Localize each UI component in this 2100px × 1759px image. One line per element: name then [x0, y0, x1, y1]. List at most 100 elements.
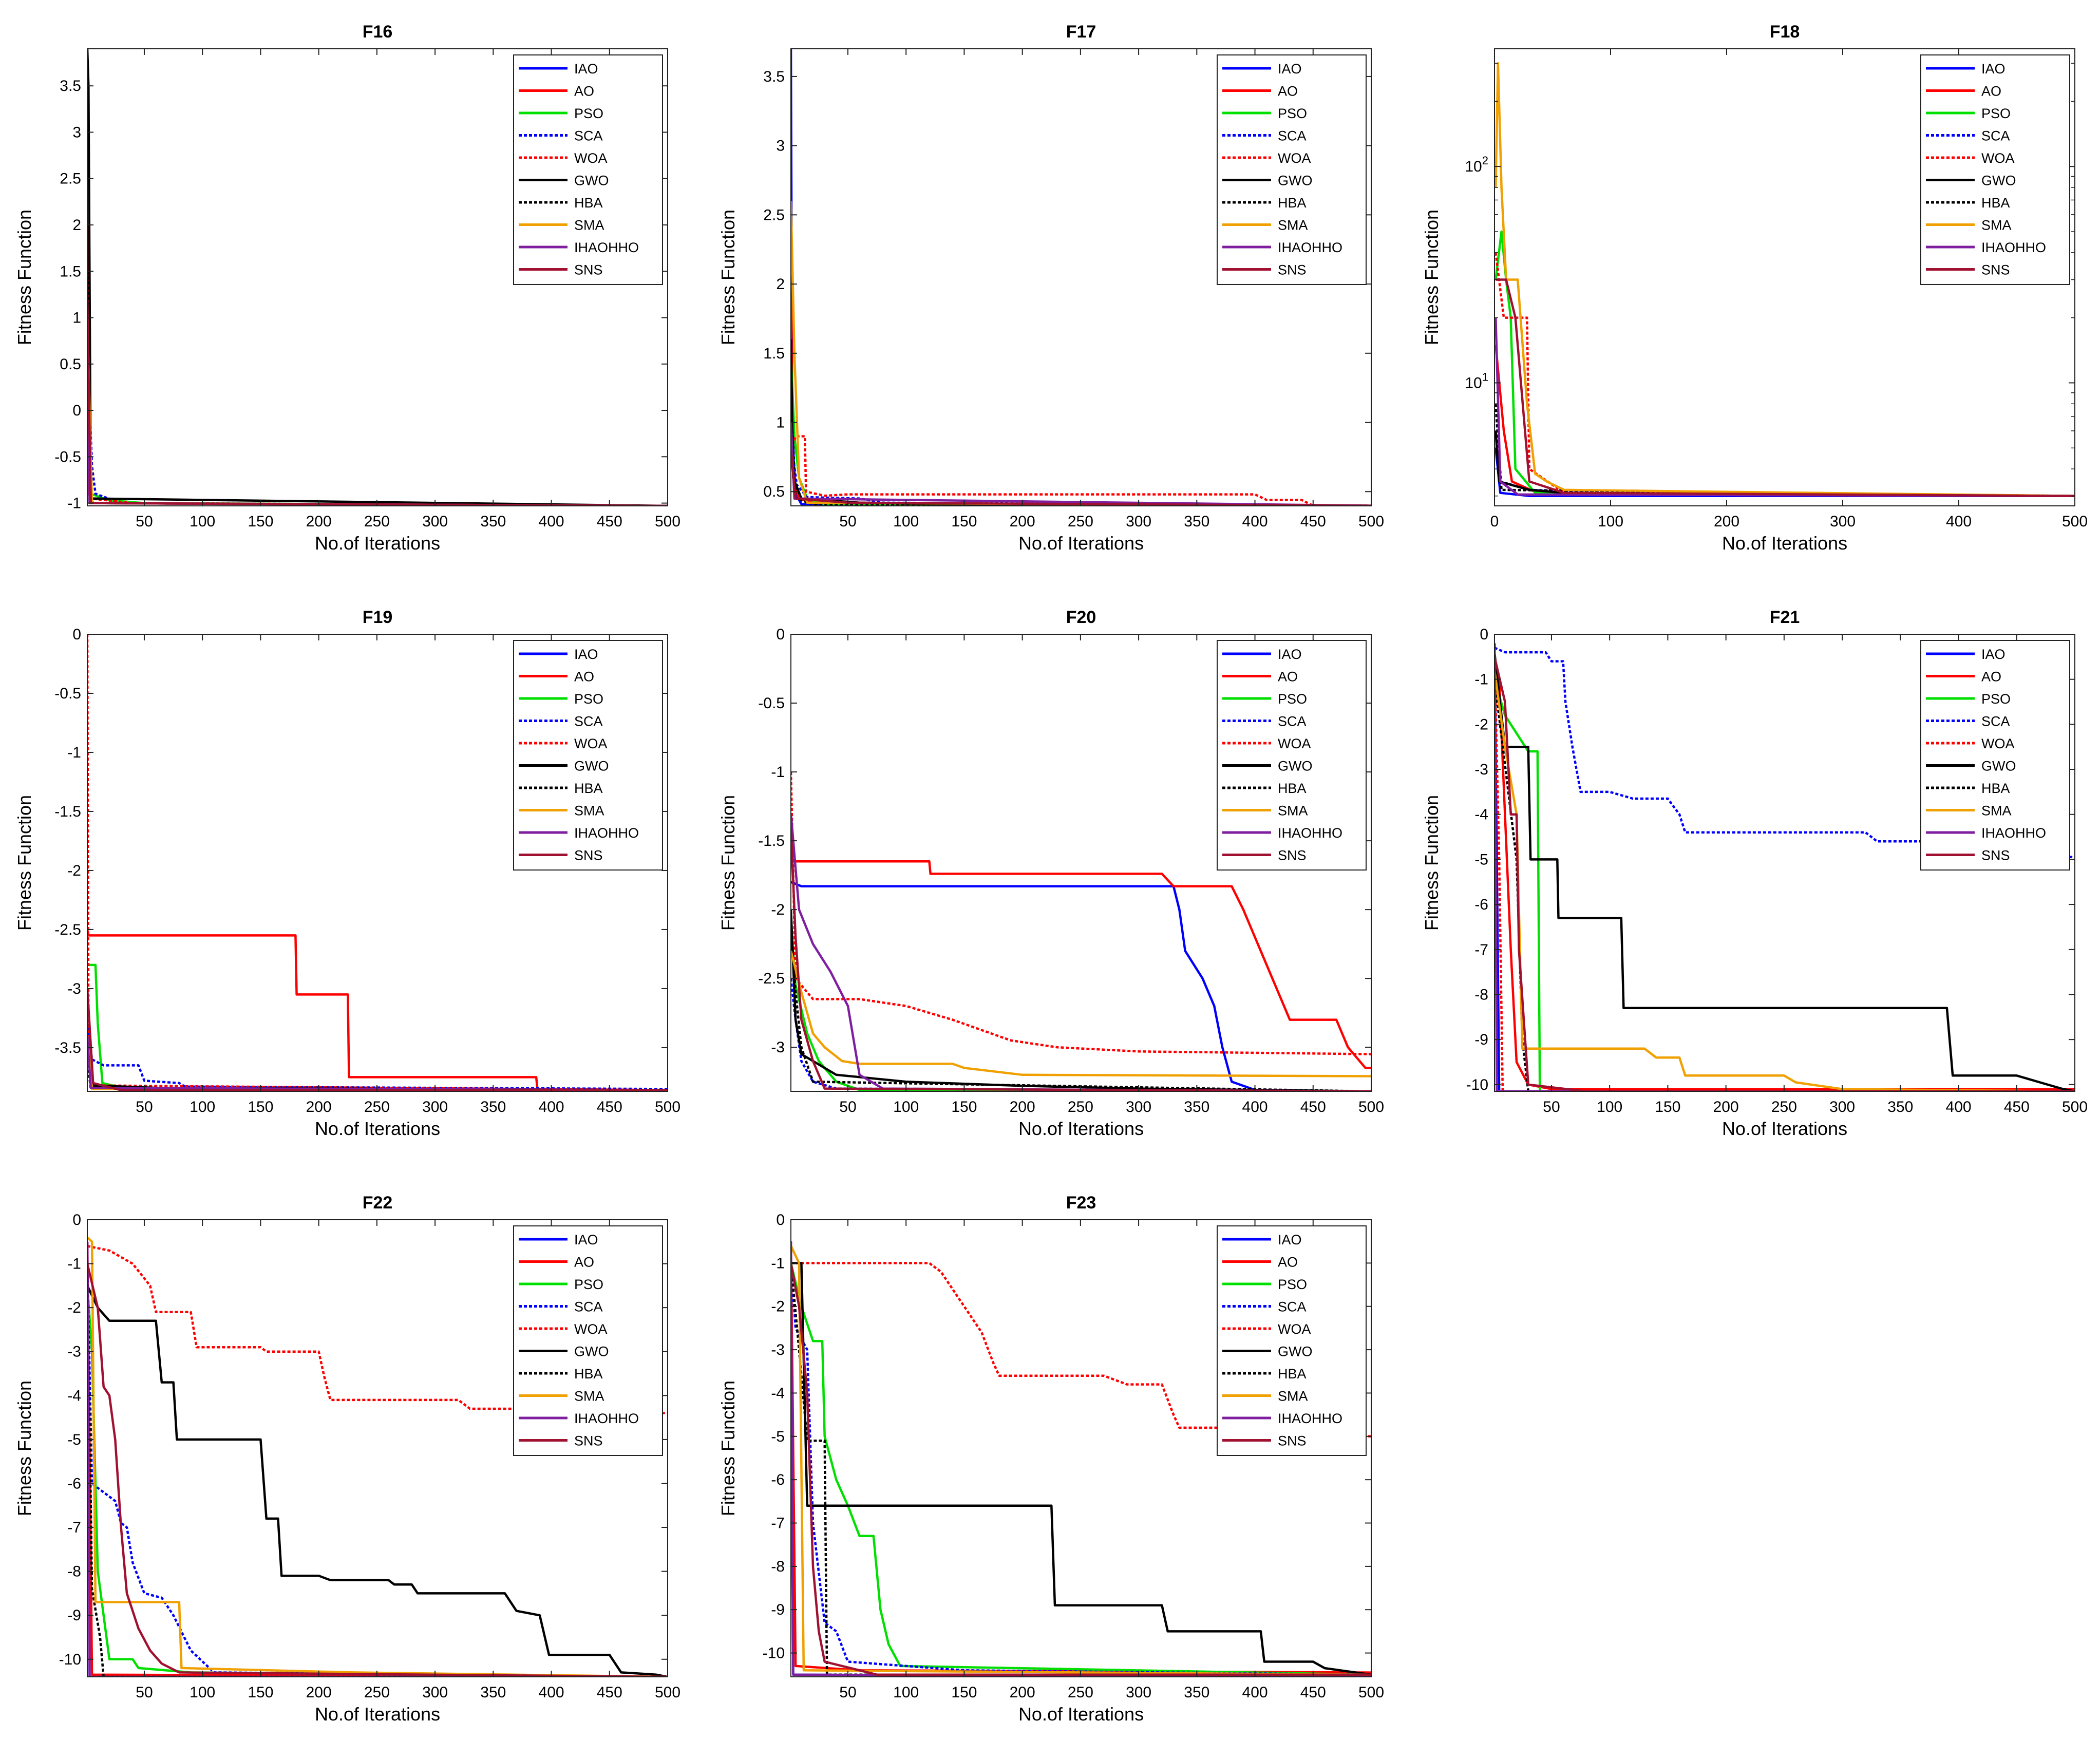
legend-label-gwo: GWO	[574, 173, 609, 188]
chart-title: F16	[363, 22, 393, 42]
x-tick-label: 300	[1829, 1099, 1855, 1115]
panel-f19: F19 50 100 150 200 250 300 350 400 450 500 -3.5 -3 -2…	[10, 593, 709, 1174]
chart-title: F20	[1066, 608, 1096, 627]
series-line-ihaohho	[87, 336, 668, 506]
legend-label-pso: PSO	[1981, 106, 2011, 121]
legend-label-pso: PSO	[1278, 691, 1307, 707]
chart-title: F19	[363, 608, 393, 627]
legend: IAO AO PSO SCA WOA GWO HBA SMA IHAOHHO SNS	[1217, 54, 1367, 285]
x-tick-label: 100	[893, 1099, 919, 1115]
legend-label-ihaohho: IHAOHHO	[1981, 240, 2046, 255]
x-axis-label: No.of Iterations	[1018, 533, 1144, 554]
y-tick-label: 101	[1465, 370, 1488, 391]
chart-f16: F16 50 100 150 200 250 300 350 400 450 500 -1 -0.5 0 0…	[14, 22, 680, 554]
series-line-hba	[87, 1059, 668, 1091]
series-line-sma	[1494, 62, 2075, 497]
x-tick-label: 350	[480, 1099, 506, 1115]
plot-frame	[87, 48, 668, 506]
legend: IAO AO PSO SCA WOA GWO HBA SMA IHAOHHO SNS	[1217, 640, 1367, 871]
x-tick-label: 450	[597, 1099, 622, 1115]
y-tick-label: -1	[771, 1255, 785, 1272]
legend-label-sca: SCA	[574, 128, 603, 144]
legend-label-ihaohho: IHAOHHO	[574, 240, 639, 255]
legend-label-ao: AO	[1278, 84, 1298, 99]
panel-f22: F22 50 100 150 200 250 300 350 400 450 500 -10 -9 -8-…	[10, 1179, 709, 1759]
legend-label-sma: SMA	[1278, 1389, 1308, 1404]
y-tick-label: -2	[67, 1299, 81, 1316]
x-tick-label: 450	[1300, 1684, 1326, 1701]
legend: IAO AO PSO SCA WOA GWO HBA SMA IHAOHHO SNS	[1217, 1225, 1367, 1456]
x-tick-label: 250	[364, 1099, 390, 1115]
legend-label-pso: PSO	[1278, 106, 1307, 121]
series-line-pso	[87, 963, 668, 1091]
legend-label-ao: AO	[574, 1255, 594, 1270]
series-line-hba	[791, 923, 1371, 1091]
x-tick-label: 100	[190, 1099, 215, 1115]
y-tick-label: -0.5	[758, 695, 785, 712]
y-tick-label: -1	[67, 744, 81, 761]
legend-label-pso: PSO	[1981, 691, 2011, 707]
y-tick-label: -7	[1474, 941, 1488, 958]
series-line-sns	[791, 827, 1371, 1091]
x-tick-label: 250	[1068, 513, 1093, 530]
legend-label-sns: SNS	[1981, 848, 2010, 863]
series-line-pso	[87, 364, 668, 506]
y-axis-label: Fitness Function	[14, 1380, 35, 1516]
y-tick-label: 0.5	[60, 356, 81, 373]
legend-label-ao: AO	[574, 669, 594, 685]
series-line-sma	[87, 317, 668, 506]
series-line-woa	[87, 271, 668, 506]
legend-label-woa: WOA	[1278, 736, 1311, 751]
legend-label-ao: AO	[1278, 669, 1298, 685]
y-tick-label: -4	[67, 1387, 81, 1404]
legend-label-pso: PSO	[574, 106, 603, 121]
x-tick-label: 350	[1887, 1099, 1913, 1115]
x-tick-label: 200	[306, 1099, 332, 1115]
legend-label-sca: SCA	[1981, 714, 2010, 729]
x-tick-label: 300	[1126, 1684, 1151, 1701]
y-tick-label: -10	[1466, 1076, 1488, 1093]
legend-label-hba: HBA	[1278, 781, 1307, 796]
legend-label-ihaohho: IHAOHHO	[574, 1411, 639, 1426]
y-tick-label: -2.5	[758, 970, 785, 987]
legend-label-sns: SNS	[1981, 262, 2010, 278]
legend-label-gwo: GWO	[1981, 759, 2016, 774]
y-tick-label: 3.5	[60, 78, 81, 94]
y-tick-label: -1	[67, 1256, 81, 1273]
x-tick-label: 500	[2062, 513, 2088, 530]
plot-frame	[87, 1219, 668, 1677]
panel-f17: F17 50 100 150 200 250 300 350 400 450 500 0.5 1 1.5 2…	[714, 8, 1412, 588]
y-tick-label: 3	[72, 124, 81, 141]
y-tick-label: -10	[59, 1651, 81, 1668]
legend-label-gwo: GWO	[1981, 173, 2016, 188]
legend-label-ihaohho: IHAOHHO	[574, 825, 639, 841]
legend-label-sma: SMA	[574, 1389, 604, 1404]
x-tick-label: 400	[1242, 1099, 1268, 1115]
series-line-ao	[87, 929, 668, 1091]
x-tick-label: 100	[190, 1684, 215, 1701]
series-line-gwo	[791, 339, 1371, 506]
y-tick-label: 2.5	[763, 206, 785, 223]
x-tick-label: 150	[248, 513, 273, 530]
legend-label-sma: SMA	[574, 803, 604, 819]
chart-f18: F18 0 100 200 300 400 500 101 102 No.of Iteration…	[1421, 22, 2088, 554]
y-tick-label: -4	[771, 1385, 785, 1402]
legend-label-sns: SNS	[1278, 848, 1307, 863]
series-line-sma	[87, 1236, 668, 1677]
y-tick-label: -1	[1474, 671, 1488, 688]
legend-label-ao: AO	[1278, 1255, 1298, 1270]
series-group	[791, 772, 1371, 1091]
x-tick-label: 50	[839, 1099, 856, 1115]
legend-label-sns: SNS	[1278, 1433, 1307, 1449]
y-tick-label: 1	[776, 414, 785, 431]
series-line-ihaohho	[791, 813, 1371, 1091]
series-line-sca	[1494, 404, 2075, 497]
y-tick-label: -2	[771, 1298, 785, 1315]
y-tick-label: 0	[72, 626, 81, 643]
series-line-sca	[87, 1263, 668, 1677]
series-line-gwo	[791, 1262, 1371, 1676]
legend-label-sns: SNS	[1278, 262, 1307, 278]
y-tick-exponent: 2	[1482, 154, 1488, 167]
series-line-sns	[1496, 278, 2075, 497]
